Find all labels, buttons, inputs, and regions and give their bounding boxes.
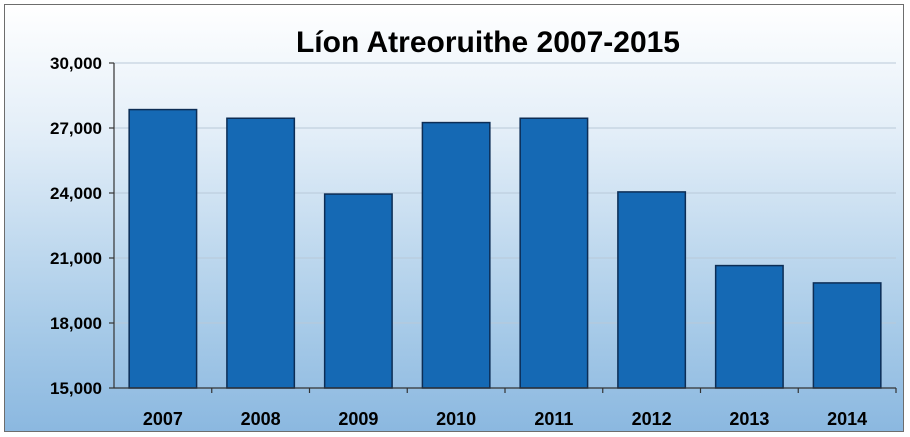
x-tick-label: 2011 bbox=[534, 409, 573, 429]
x-tick-label: 2014 bbox=[827, 409, 867, 429]
axes bbox=[109, 62, 897, 393]
bar-2010 bbox=[421, 121, 491, 389]
bar-2012 bbox=[617, 191, 687, 389]
y-tick-label: 27,000 bbox=[50, 119, 102, 138]
y-tick-label: 15,000 bbox=[50, 379, 102, 398]
y-tick-label: 21,000 bbox=[50, 249, 102, 268]
bar-2008 bbox=[226, 117, 296, 389]
x-axis-ticks: 2007 2008 2009 2010 2011 2012 2013 2014 bbox=[143, 409, 867, 429]
bar-2013 bbox=[714, 264, 784, 389]
bar-2011 bbox=[519, 117, 589, 389]
y-axis-ticks: 15,000 18,000 21,000 24,000 27,000 30,000 bbox=[50, 54, 102, 398]
x-tick-label: 2007 bbox=[143, 409, 183, 429]
y-tick-label: 18,000 bbox=[50, 314, 102, 333]
bar-2007 bbox=[128, 108, 198, 389]
x-tick-label: 2013 bbox=[729, 409, 769, 429]
x-tick-label: 2012 bbox=[632, 409, 672, 429]
y-tick-label: 24,000 bbox=[50, 184, 102, 203]
bar-2014 bbox=[812, 282, 882, 389]
bars bbox=[128, 108, 882, 389]
bar-2009 bbox=[323, 193, 393, 389]
chart-title: Líon Atreoruithe 2007-2015 bbox=[296, 26, 680, 59]
x-tick-label: 2010 bbox=[436, 409, 476, 429]
y-tick-label: 30,000 bbox=[50, 54, 102, 73]
x-tick-label: 2008 bbox=[241, 409, 281, 429]
x-tick-label: 2009 bbox=[338, 409, 378, 429]
